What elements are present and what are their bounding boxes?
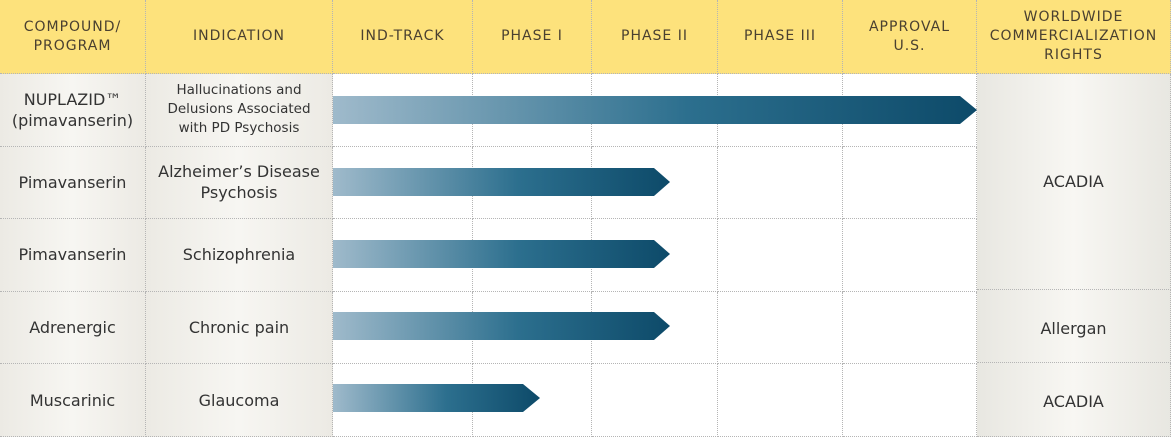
- indication-cell-text: Glaucoma: [198, 390, 280, 410]
- rights-cell: ACADIA: [977, 363, 1171, 437]
- phase-cell: [333, 364, 473, 437]
- header-cell: PHASE III: [718, 0, 843, 74]
- phase-cell: [843, 291, 977, 365]
- phase-cell: [592, 291, 718, 365]
- rights-text: ACADIA: [1043, 392, 1104, 411]
- header-text: IND-TRACK: [360, 28, 445, 44]
- indication-cell-text: Alzheimer’s Disease Psychosis: [158, 162, 320, 203]
- rights-text: Allergan: [1040, 318, 1107, 338]
- compound-cell-text: Muscarinic: [29, 390, 116, 410]
- phase-cell: [843, 364, 977, 437]
- header-text: COMPOUND/ PROGRAM: [23, 18, 122, 54]
- phase-cell: [473, 74, 592, 147]
- phase-cell: [333, 291, 473, 365]
- phase-cell: [718, 146, 843, 220]
- compound-cell-text: Pimavanserin: [18, 245, 127, 265]
- phase-cell: [718, 291, 843, 365]
- header-cell: PHASE II: [592, 0, 718, 74]
- phase-cell: [843, 219, 977, 292]
- phase-cell: [592, 219, 718, 292]
- compound-cell-text: Pimavanserin: [18, 172, 127, 192]
- phase-cell: [473, 364, 592, 437]
- header-cell: APPROVAL U.S.: [843, 0, 977, 74]
- phase-cell: [333, 219, 473, 292]
- compound-cell: Pimavanserin: [0, 219, 146, 292]
- header-cell: PHASE I: [473, 0, 592, 74]
- header-text: WORLDWIDE COMMERCIALIZATION RIGHTS: [989, 9, 1158, 63]
- phase-cell: [473, 291, 592, 365]
- rights-cell: ACADIA: [977, 74, 1171, 290]
- indication-cell-text: Schizophrenia: [182, 245, 296, 265]
- phase-cell: [592, 146, 718, 220]
- indication-cell-text: Chronic pain: [188, 318, 290, 338]
- compound-cell: Adrenergic: [0, 291, 146, 365]
- rights-cell: Allergan: [977, 290, 1171, 363]
- header-cell: WORLDWIDE COMMERCIALIZATION RIGHTS: [977, 0, 1171, 74]
- indication-cell: Schizophrenia: [146, 219, 333, 292]
- phase-cell: [718, 219, 843, 292]
- phase-cell: [473, 146, 592, 220]
- phase-cell: [843, 146, 977, 220]
- indication-cell-text: Hallucinations and Delusions Associated …: [167, 82, 311, 137]
- phase-cell: [718, 364, 843, 437]
- header-cell: IND-TRACK: [333, 0, 473, 74]
- header-text: PHASE I: [501, 28, 563, 44]
- rights-text: ACADIA: [1043, 172, 1104, 191]
- phase-cell: [592, 74, 718, 147]
- header-text: PHASE II: [621, 28, 688, 44]
- header-cell: COMPOUND/ PROGRAM: [0, 0, 146, 74]
- phase-cell: [333, 74, 473, 147]
- header-text: APPROVAL U.S.: [868, 18, 951, 54]
- indication-cell: Glaucoma: [146, 364, 333, 437]
- compound-cell: Muscarinic: [0, 364, 146, 437]
- compound-cell: NUPLAZID™ (pimavanserin): [0, 74, 146, 147]
- compound-cell-text: NUPLAZID™ (pimavanserin): [11, 89, 134, 130]
- phase-cell: [843, 74, 977, 147]
- phase-cell: [333, 146, 473, 220]
- phase-cell: [592, 364, 718, 437]
- compound-cell: Pimavanserin: [0, 146, 146, 220]
- indication-cell: Chronic pain: [146, 291, 333, 365]
- header-text: PHASE III: [743, 28, 817, 44]
- compound-cell-text: Adrenergic: [29, 318, 116, 338]
- header-text: INDICATION: [193, 28, 285, 44]
- header-cell: INDICATION: [146, 0, 333, 74]
- phase-cell: [718, 74, 843, 147]
- indication-cell: Alzheimer’s Disease Psychosis: [146, 146, 333, 220]
- indication-cell: Hallucinations and Delusions Associated …: [146, 74, 333, 147]
- phase-cell: [473, 219, 592, 292]
